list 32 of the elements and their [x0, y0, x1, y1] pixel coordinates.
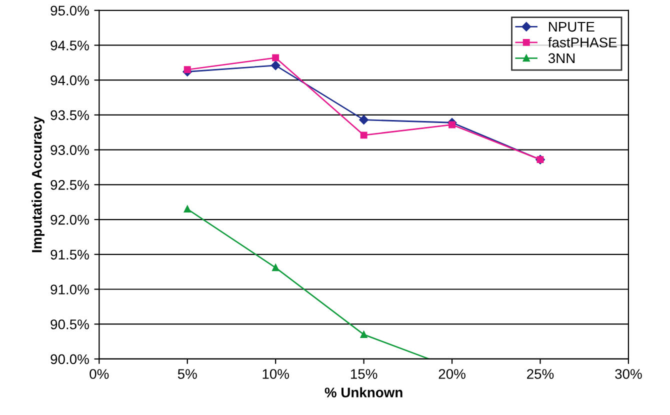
point [272, 54, 280, 62]
point [360, 132, 368, 139]
point [272, 264, 280, 272]
legend-label: fastPHASE [548, 37, 617, 48]
y-tick-label: 91.5% [50, 250, 89, 260]
x-tick-label: 0% [90, 369, 109, 379]
y-tick-label: 93.0% [50, 145, 89, 155]
point [270, 60, 280, 70]
point [448, 121, 456, 128]
y-axis-title: Imputation Accuracy [32, 116, 45, 252]
point [184, 66, 191, 74]
point [360, 331, 368, 338]
y-tick-label: 90.0% [50, 354, 89, 364]
x-tick-label: 5% [178, 369, 197, 379]
y-tick-label: 92.5% [50, 180, 89, 190]
point [359, 115, 368, 124]
x-tick-label: 10% [262, 369, 289, 379]
y-tick-label: 93.5% [50, 110, 89, 120]
x-tick-label: 30% [615, 369, 642, 379]
point [184, 206, 191, 213]
y-tick-label: 92.0% [50, 214, 89, 225]
y-tick-label: 91.0% [50, 284, 89, 294]
x-axis-title: % Unknown [324, 387, 402, 398]
legend-label: NPUTE [549, 22, 594, 32]
x-tick-label: 20% [438, 369, 466, 379]
y-tick-label: 95.0% [50, 6, 89, 16]
y-tick-label: 94.5% [50, 40, 89, 50]
x-tick-label: 15% [350, 369, 378, 379]
y-tick-label: 90.5% [50, 319, 89, 330]
legend-label: 3NN [548, 53, 575, 64]
y-tick-label: 94.0% [50, 75, 89, 86]
x-tick-label: 25% [527, 369, 554, 379]
